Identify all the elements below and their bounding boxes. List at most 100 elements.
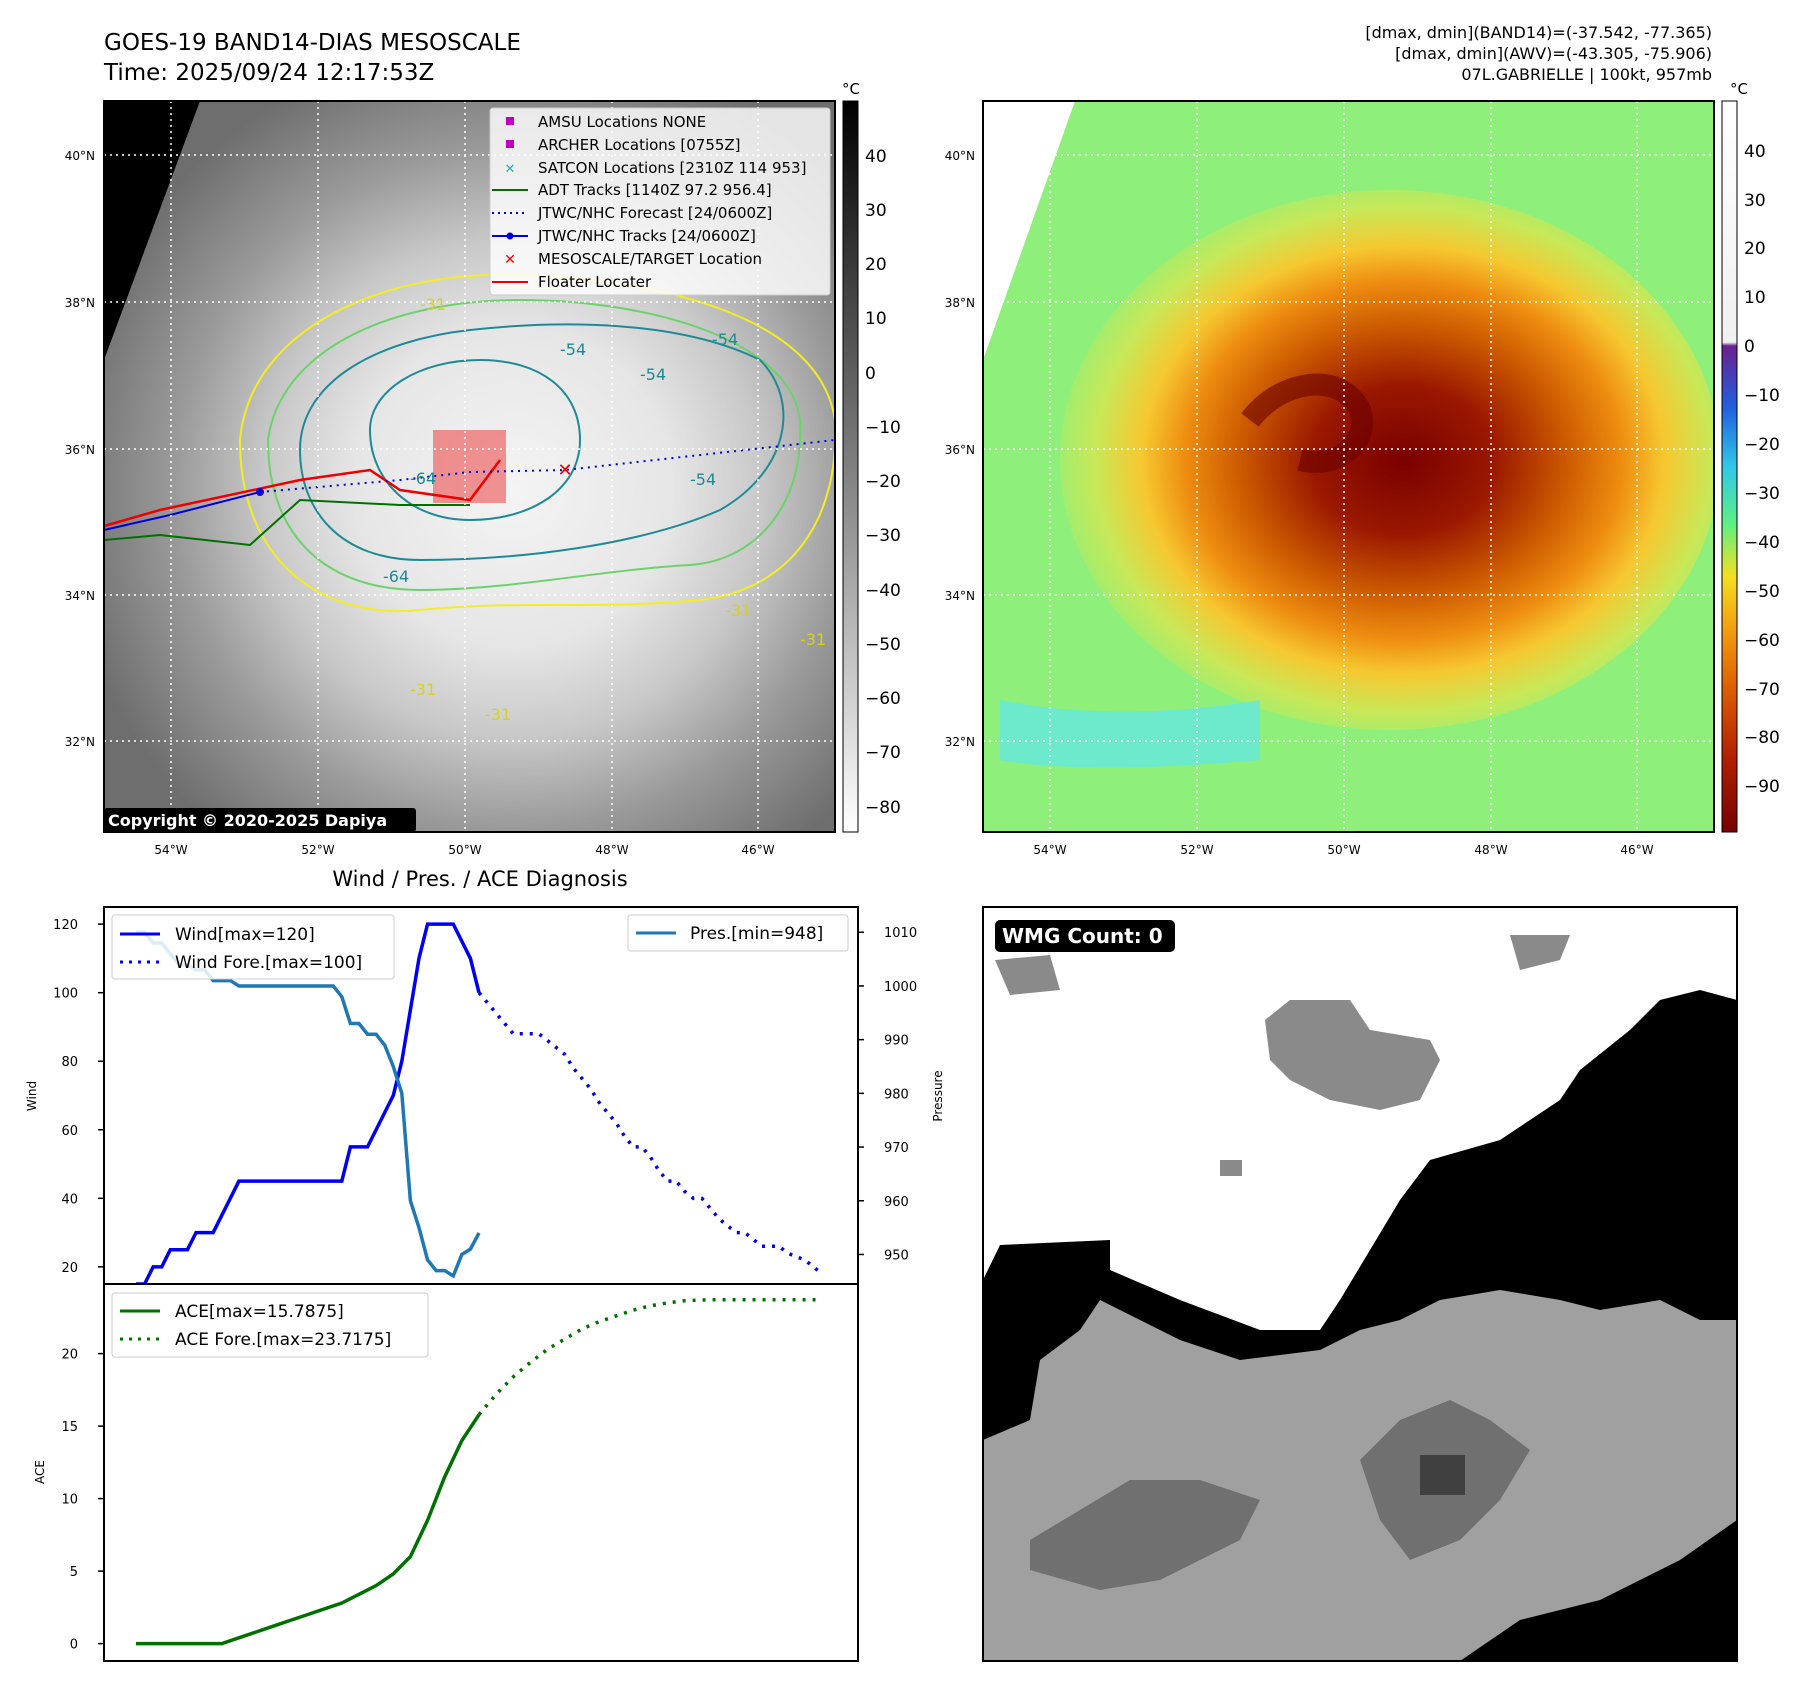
floater-locater-track bbox=[104, 459, 501, 528]
wv-storm bbox=[1060, 190, 1714, 730]
lon-label: 54°W bbox=[1033, 843, 1066, 857]
ir-cbar-tick: −50 bbox=[865, 635, 901, 655]
wv-cbar-tick: −80 bbox=[1744, 728, 1780, 748]
contour-label: -54 bbox=[690, 470, 716, 489]
pressure-tick-label: 960 bbox=[884, 1195, 909, 1210]
wv-no-data-corner bbox=[983, 101, 1075, 360]
wv-cbar-tick: −60 bbox=[1744, 631, 1780, 651]
lat-label: 38°N bbox=[65, 296, 95, 310]
wv-cbar-tick: 0 bbox=[1744, 337, 1755, 357]
wv-colorbar-unit: °C bbox=[1730, 80, 1748, 98]
contour-label: -31 bbox=[420, 295, 446, 314]
wind-tick-label: 80 bbox=[61, 1055, 78, 1070]
figure-time: Time: 2025/09/24 12:17:53Z bbox=[103, 60, 434, 86]
info-storm: 07L.GABRIELLE | 100kt, 957mb bbox=[1461, 65, 1712, 84]
ace-tick-label: 10 bbox=[61, 1493, 78, 1508]
jtwc-nhc-forecast-track bbox=[259, 439, 835, 493]
pressure-tick-label: 1010 bbox=[884, 926, 917, 941]
ir-cbar-tick: 0 bbox=[865, 364, 876, 384]
wv-lon-labels: 54°W 52°W 50°W 48°W 46°W bbox=[1033, 843, 1653, 857]
legend-label: ADT Tracks [1140Z 97.2 956.4] bbox=[538, 181, 772, 199]
lon-label: 48°W bbox=[1474, 843, 1507, 857]
ir-legend: AMSU Locations NONE ARCHER Locations [07… bbox=[489, 107, 831, 296]
wv-colorbar-ticks: 40 30 20 10 0 −10 −20 −30 −40 −50 −60 −7… bbox=[1744, 142, 1780, 797]
lat-label: 40°N bbox=[945, 149, 975, 163]
wmg-cloud-3 bbox=[1510, 935, 1570, 970]
ir-lon-labels: 54°W 52°W 50°W 48°W 46°W bbox=[154, 843, 774, 857]
pressure-ticks: 950 960 970 980 990 1000 1010 bbox=[858, 926, 917, 1263]
wv-cbar-tick: −70 bbox=[1744, 680, 1780, 700]
wv-gridlines bbox=[983, 101, 1714, 832]
ace-series-group bbox=[136, 1297, 822, 1646]
wv-cbar-tick: −20 bbox=[1744, 435, 1780, 455]
tracks-dot-icon bbox=[506, 232, 514, 240]
wv-cbar-tick: −40 bbox=[1744, 533, 1780, 553]
lon-label: 50°W bbox=[1327, 843, 1360, 857]
wmg-dark-core bbox=[1420, 1455, 1465, 1495]
lon-label: 54°W bbox=[154, 843, 187, 857]
lat-label: 32°N bbox=[945, 735, 975, 749]
ir-cbar-tick: 30 bbox=[865, 201, 887, 221]
pressure-tick-label: 1000 bbox=[884, 980, 917, 995]
wmg-panel: WMG Count: 0 bbox=[982, 906, 1738, 1662]
legend-label: Wind[max=120] bbox=[175, 925, 315, 945]
contour-label: -64 bbox=[383, 567, 409, 586]
legend-label: Pres.[min=948] bbox=[690, 924, 823, 944]
lon-label: 46°W bbox=[741, 843, 774, 857]
contour-label: -64 bbox=[410, 469, 436, 488]
adt-track bbox=[104, 498, 470, 547]
legend-label: Floater Locater bbox=[538, 273, 652, 291]
ir-cbar-tick: 10 bbox=[865, 309, 887, 329]
wmg-cloud-1 bbox=[1265, 1000, 1440, 1110]
contour-label: -54 bbox=[560, 340, 586, 359]
ir-cbar-tick: −80 bbox=[865, 798, 901, 818]
ir-colorbar-unit: °C bbox=[842, 80, 860, 98]
wmg-cloud-4 bbox=[1220, 1160, 1242, 1176]
ir-no-data-corner bbox=[104, 101, 200, 360]
archer-marker-icon bbox=[506, 140, 514, 148]
ace-legend: ACE[max=15.7875] ACE Fore.[max=23.7175] bbox=[111, 1292, 429, 1358]
satcon-marker-icon: ✕ bbox=[505, 162, 516, 177]
wv-cbar-tick: 40 bbox=[1744, 142, 1766, 162]
ir-cbar-tick: −70 bbox=[865, 743, 901, 763]
ir-legend-box bbox=[489, 107, 831, 296]
ace-panel: ACE 0 5 10 15 20 ACE[max=15.7875] ACE Fore.[… bbox=[33, 1283, 859, 1662]
wv-cbar-tick: −50 bbox=[1744, 582, 1780, 602]
legend-label: JTWC/NHC Forecast [24/0600Z] bbox=[537, 204, 772, 222]
pressure-tick-label: 970 bbox=[884, 1141, 909, 1156]
wv-cbar-tick: 10 bbox=[1744, 288, 1766, 308]
contour-label: -31 bbox=[485, 705, 511, 724]
ir-cbar-tick: 40 bbox=[865, 147, 887, 167]
lon-label: 52°W bbox=[301, 843, 334, 857]
lat-label: 34°N bbox=[945, 589, 975, 603]
amsu-marker-icon bbox=[506, 117, 514, 125]
pressure-axis-label: Pressure bbox=[931, 1070, 945, 1121]
wv-cbar-tick: −10 bbox=[1744, 386, 1780, 406]
figure-title: GOES-19 BAND14-DIAS MESOSCALE bbox=[104, 30, 521, 56]
wv-dry-region bbox=[1000, 700, 1260, 768]
wv-panel: 40°N 38°N 36°N 34°N 32°N 54°W 52°W 50°W … bbox=[945, 80, 1780, 857]
ace-tick-label: 20 bbox=[61, 1348, 78, 1363]
lat-label: 36°N bbox=[945, 443, 975, 457]
wind-legend-box bbox=[111, 914, 395, 980]
lon-label: 52°W bbox=[1180, 843, 1213, 857]
wind-tick-label: 20 bbox=[61, 1261, 78, 1276]
wmg-gray-region-1 bbox=[1030, 1480, 1260, 1590]
lat-label: 40°N bbox=[65, 149, 95, 163]
pressure-legend-box bbox=[627, 914, 849, 952]
ace-tick-label: 15 bbox=[61, 1420, 78, 1435]
wmg-frame bbox=[982, 906, 1738, 1662]
ir-colorbar-ticks: 40 30 20 10 0 −10 −20 −30 −40 −50 −60 −7… bbox=[865, 147, 901, 818]
ir-colorbar bbox=[842, 100, 859, 833]
series-line bbox=[477, 1297, 822, 1416]
wmg-count-label: WMG Count: 0 bbox=[1002, 924, 1163, 948]
ir-lat-labels: 40°N 38°N 36°N 34°N 32°N bbox=[65, 149, 95, 749]
ir-cbar-tick: −40 bbox=[865, 581, 901, 601]
contour-label: -31 bbox=[725, 601, 751, 620]
jtwc-nhc-track bbox=[104, 491, 261, 531]
legend-label: AMSU Locations NONE bbox=[538, 113, 706, 131]
diagnosis-title: Wind / Pres. / ACE Diagnosis bbox=[332, 867, 627, 891]
legend-label: ARCHER Locations [0755Z] bbox=[538, 136, 741, 154]
lat-label: 34°N bbox=[65, 589, 95, 603]
